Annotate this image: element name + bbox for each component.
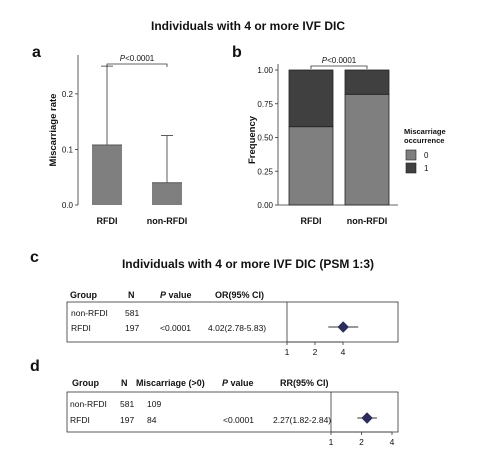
panel-a-y-axis: 0.0 0.1 0.2 [62,55,79,210]
panel-d-table: Group N Miscarriage (>0) P value RR(95% CI) … [66,378,399,447]
x-tick-label: RFDI [97,216,118,226]
panel-a-ylabel: Miscarriage rate [48,94,59,167]
cell-ci: 2.27(1.82-2.84) [273,415,331,425]
panel-c-rows: non-RFDI 581 RFDI 197 <0.0001 4.02(2.78-5.83) [71,308,266,333]
bar [152,182,182,205]
panel-b-x-labels: RFDI non-RFDI [301,216,388,226]
cell-group: non-RFDI [71,308,108,318]
cell-ci: 4.02(2.78-5.83) [208,323,266,333]
panel-c-forest-plot: 1 2 4 [285,321,359,357]
panel-a-bars [92,65,182,205]
panel-b-legend: Miscarriage occurrence 0 1 [404,127,446,174]
panel-d-table-box [66,391,399,433]
legend-title-line2: occurrence [404,136,444,145]
x-tick-label: non-RFDI [347,216,388,226]
stacked-bar-segment [344,69,390,95]
stacked-bar-segment [288,69,334,128]
panel-b-ylabel: Frequency [247,115,258,164]
legend-swatch [405,149,417,161]
y-tick-label: 0.25 [257,167,273,176]
header-n: N [121,378,128,388]
cell-group: non-RFDI [70,399,107,409]
y-tick-label: 0.75 [257,100,273,109]
forest-tick-label: 2 [359,437,364,447]
legend-title-line1: Miscarriage [404,127,446,136]
panel-a-x-labels: RFDI non-RFDI [97,216,188,226]
panel-d-rows: non-RFDI 581 109 RFDI 197 84 <0.0001 2.27(1.82-… [70,399,331,425]
panel-d-header: Group N Miscarriage (>0) P value RR(95% CI) [72,378,329,388]
forest-tick-label: 4 [390,437,395,447]
header-group: Group [72,378,99,388]
header-p-value: P value [160,290,192,300]
cell-n: 197 [120,415,134,425]
estimate-marker [337,321,349,333]
header-miscarriage: Miscarriage (>0) [136,378,205,388]
header-ci: OR(95% CI) [215,290,264,300]
p-value-annotation: P<0.0001 [322,56,357,65]
x-tick-label: non-RFDI [147,216,188,226]
y-tick-label: 0.1 [62,145,74,154]
estimate-marker [361,412,373,424]
p-value-annotation: P<0.0001 [120,54,155,63]
panel-letter-c: c [30,249,39,266]
panel-c-table-box [66,301,399,343]
stacked-bar-segment [288,126,334,206]
panel-b-significance: P<0.0001 [310,56,368,69]
cell-miscarriage: 109 [147,399,161,409]
panel-letter-a: a [32,44,41,61]
stacked-bar-segment [344,93,390,206]
cell-n: 197 [125,323,139,333]
forest-tick-label: 1 [329,437,334,447]
panel-a-significance: P<0.0001 [106,54,168,67]
x-tick-label: RFDI [301,216,322,226]
panel-a-chart: Miscarriage rate 0.00.10.2 RFDI non-RFDI … [48,54,187,226]
significance-bracket [310,65,368,69]
panel-c-subtitle: Individuals with 4 or more IVF DIC (PSM … [122,257,374,271]
cell-n: 581 [125,308,139,318]
bar [92,145,122,205]
legend-label: 0 [424,151,429,160]
y-tick-label: 0.0 [62,201,74,210]
panel-d-forest-plot: 1 2 4 [329,412,395,447]
legend-swatch [405,162,417,174]
figure-title: Individuals with 4 or more IVF DIC [151,19,345,33]
y-tick-label: 1.00 [257,66,273,75]
cell-group: RFDI [71,323,91,333]
forest-tick-label: 4 [341,347,346,357]
header-n: N [128,290,135,300]
header-group: Group [70,290,97,300]
forest-tick-label: 2 [313,347,318,357]
cell-group: RFDI [70,415,90,425]
cell-n: 581 [120,399,134,409]
panel-letter-b: b [232,44,242,61]
cell-miscarriage: 84 [147,415,157,425]
header-ci: RR(95% CI) [280,378,329,388]
significance-bracket [106,63,168,67]
y-tick-label: 0.2 [62,90,74,99]
panel-b-chart: Frequency 0.00 0.25 0.50 0.75 1.00 RFDI non-R… [247,56,446,226]
cell-p: <0.0001 [160,323,191,333]
panel-b-bars [288,69,390,206]
panel-c-table: Individuals with 4 or more IVF DIC (PSM … [66,257,399,357]
y-tick-label: 0.00 [257,201,273,210]
panel-c-header: Group N P value OR(95% CI) [70,290,264,300]
cell-p: <0.0001 [223,415,254,425]
header-p-value: P value [222,378,254,388]
legend-label: 1 [424,164,429,173]
panel-letter-d: d [30,358,40,375]
forest-tick-label: 1 [285,347,290,357]
y-tick-label: 0.50 [257,134,273,143]
